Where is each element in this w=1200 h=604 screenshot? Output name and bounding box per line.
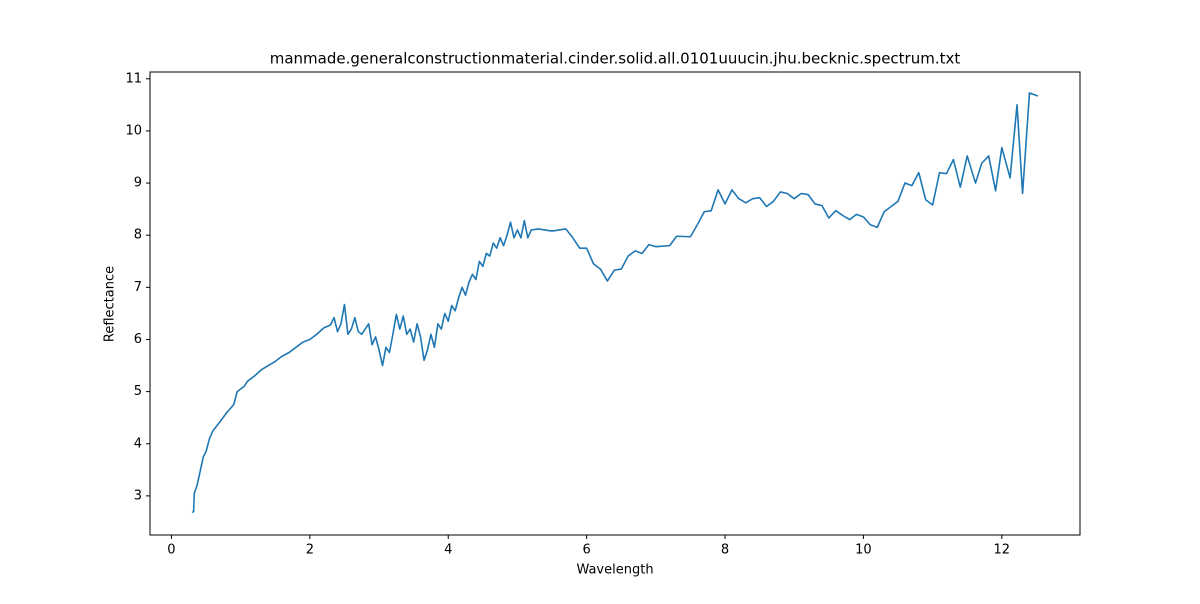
x-tick-label: 6 <box>582 543 590 558</box>
y-tick-label: 10 <box>125 123 142 138</box>
x-tick-label: 10 <box>855 543 872 558</box>
y-tick-label: 4 <box>134 436 142 451</box>
y-tick-label: 8 <box>134 228 142 243</box>
y-tick-label: 11 <box>125 71 142 86</box>
y-tick-label: 9 <box>134 176 142 191</box>
x-tick-label: 2 <box>306 543 314 558</box>
y-tick-label: 6 <box>134 332 142 347</box>
data-line <box>191 92 1039 514</box>
y-tick-label: 3 <box>134 488 142 503</box>
x-axis-label: Wavelength <box>576 563 653 578</box>
y-tick-label: 5 <box>134 384 142 399</box>
y-axis-label: Reflectance <box>103 266 118 342</box>
chart-title: manmade.generalconstructionmaterial.cind… <box>270 50 961 68</box>
x-tick-label: 8 <box>721 543 729 558</box>
plot-frame <box>149 71 1081 536</box>
y-tick-label: 7 <box>134 280 142 295</box>
x-tick-label: 4 <box>444 543 452 558</box>
x-tick-label: 12 <box>994 543 1011 558</box>
x-tick-label: 0 <box>167 543 175 558</box>
